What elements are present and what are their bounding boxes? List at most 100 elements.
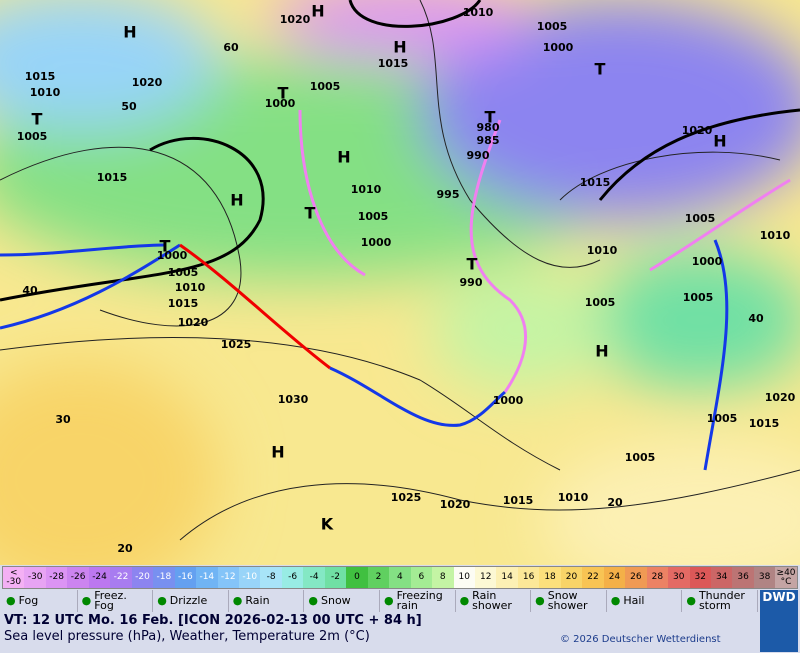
legend-label: Freez. Fog [94,589,127,612]
map-label: 1000 [543,41,574,54]
legend-item: ● Snow [304,590,380,612]
colorbar-cell: 2 [367,567,390,588]
colorbar-cell: -10 [238,567,261,588]
map-label: H [595,342,608,361]
map-label: H [337,148,350,167]
map-label: 1010 [30,86,61,99]
legend-item: ● Fog [2,590,78,612]
legend-item: ● Freez. Fog [78,590,154,612]
map-label: 1015 [749,417,780,430]
colorbar-cell: -16 [174,567,197,588]
map-label: 990 [467,149,490,162]
colorbar-cell: 16 [517,567,540,588]
map-label: 1020 [178,316,209,329]
map-label: 1030 [278,393,309,406]
colorbar-cell: -6 [281,567,304,588]
colorbar-cell: -2 [324,567,347,588]
map-label: 1005 [685,212,716,225]
legend-symbol: ● [610,594,621,607]
map-label: 1015 [97,171,128,184]
map-label: 1000 [157,249,188,262]
map-label: 1010 [175,281,206,294]
map-label: 1015 [378,57,409,70]
legend-item: ● Drizzle [153,590,229,612]
map-label: H [393,38,406,57]
legend-symbol: ● [6,594,16,607]
major-isobars [0,0,800,302]
map-label: T [32,110,43,129]
map-label: T [305,204,316,223]
legend-symbol: ● [535,594,545,607]
map-label: 1010 [463,6,494,19]
map-label: 1025 [391,491,422,504]
colorbar-cell: -14 [196,567,218,588]
legend-label: Snow [320,594,351,607]
legend-item: ● Rain [229,590,305,612]
map-label: 30 [55,413,71,426]
legend-label: Hail [623,594,645,607]
temperature-field [0,0,800,565]
colorbar-cell: 14 [496,567,518,588]
legend-item: ● Thunder storm [682,590,758,612]
weather-legend: ● Fog ● Freez. Fog ● Drizzle ● Rain ● Snow ● Freezi… [2,590,758,612]
map-label: 1020 [280,13,311,26]
map-label: 1015 [503,494,534,507]
map-label: 20 [607,496,623,509]
colorbar-cell: 26 [625,567,647,588]
legend-symbol: ● [81,594,92,607]
legend-symbol: ● [232,594,243,607]
map-label: H [311,2,324,21]
map-label: 1000 [692,255,723,268]
colorbar-cell: -8 [260,567,282,588]
description: Sea level pressure (hPa), Weather, Tempe… [4,629,370,644]
map-label: 1000 [493,394,524,407]
map-label: 1005 [707,412,738,425]
legend-label: Snow shower [547,589,588,612]
map-label: K [321,515,334,534]
map-label: T [278,84,289,103]
colorbar-cell: 32 [689,567,711,588]
legend-symbol: ● [383,594,394,607]
legend-symbol: ● [459,594,470,607]
colorbar-cell: -20 [131,567,154,588]
legend-symbol: ● [686,594,696,607]
legend-item: ● Rain shower [456,590,532,612]
map-label: 1020 [682,124,713,137]
colorbar-cell: -22 [110,567,132,588]
map-label: 985 [477,134,500,147]
map-label: T [595,60,606,79]
map-label: 1005 [358,210,389,223]
legend-item: ● Snow shower [531,590,607,612]
copyright: © 2026 Deutscher Wetterdienst [560,634,721,645]
legend-label: Rain shower [472,589,512,612]
map-label: 1010 [587,244,618,257]
map-label: 40 [22,284,38,297]
colorbar-cell: -12 [217,567,239,588]
legend-label: Rain [245,594,270,607]
colorbar-cell: -28 [45,567,68,588]
legend-label: Freezing rain [396,589,443,612]
map-label: 980 [477,121,500,134]
map-label: 60 [223,41,239,54]
map-label: 1000 [361,236,392,249]
colorbar-cell: 24 [603,567,626,588]
map-label: 1020 [440,498,471,511]
colorbar-cell: 30 [668,567,690,588]
colorbar-cell: 6 [410,567,433,588]
isobars [0,0,800,541]
map-label: H [123,23,136,42]
map-label: T [485,108,496,127]
colorbar-cell: 4 [389,567,411,588]
logo-text: DWD [762,590,796,604]
map-label: 1020 [132,76,163,89]
map-label: 1005 [625,451,656,464]
legend-label: Fog [18,594,39,607]
map-label: H [713,132,726,151]
colorbar-cell: 38 [753,567,776,588]
colorbar-cell: 36 [732,567,754,588]
colorbar-cell: -26 [67,567,89,588]
map-label: T [467,255,478,274]
map-label: 40 [748,312,764,325]
map: 1020 H 101010051000H1015HT6010151010T10051… [0,0,800,565]
